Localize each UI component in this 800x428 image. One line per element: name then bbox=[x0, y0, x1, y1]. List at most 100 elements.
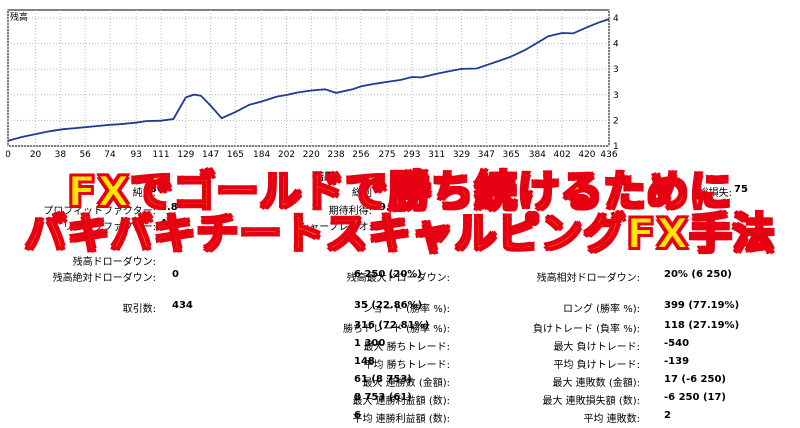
report-value: 8 753 (61) bbox=[354, 392, 412, 403]
report-panel: 純益: 30 総利 総損失: 75 プロフィットファクター: 2.8 期待利得:… bbox=[0, 160, 800, 425]
report-row: 残高絶対ドローダウン: 0 残高最大ドローダウン: 6 250 (20%) 残高相対ドロ… bbox=[0, 269, 800, 287]
report-label: 負けトレード (負率 %): bbox=[532, 324, 640, 335]
banner-line-1: FXでゴールドで勝ち続けるために bbox=[66, 166, 733, 217]
y-tick-label: 49873 bbox=[613, 14, 618, 24]
x-tick-label: 275 bbox=[378, 150, 395, 158]
report-row-pf: プロフィットファクター: 2.8 期待利得: 69.56 bbox=[0, 202, 800, 220]
x-tick-label: 347 bbox=[478, 150, 495, 158]
report-value: 61 (8 753) bbox=[354, 374, 412, 385]
section-result-label: 結果 bbox=[314, 172, 334, 183]
y-tick-label: 31044 bbox=[613, 91, 618, 101]
balance-line bbox=[7, 18, 610, 142]
report-row-recovery: リカバリファクター: 4.8 シャープレシオ: bbox=[0, 218, 800, 236]
x-tick-label: 402 bbox=[554, 150, 571, 158]
report-label: 残高相対ドローダウン: bbox=[536, 273, 640, 284]
y-tick-label: 24767 bbox=[613, 116, 618, 126]
report-row: 平均 勝ちトレード: 148 平均 負けトレード: -139 bbox=[0, 356, 800, 374]
report-value: 17 (-6 250) bbox=[664, 374, 727, 385]
report-row: 最大 連勝利益額 (数): 8 753 (61) 最大 連敗損失額 (数): -6 2… bbox=[0, 392, 800, 410]
y-tick-label: 37320 bbox=[613, 65, 618, 75]
x-tick-label: 165 bbox=[227, 150, 244, 158]
expected-payoff-label: 期待利得: bbox=[328, 206, 372, 217]
x-tick-label: 129 bbox=[177, 150, 194, 158]
x-tick-label: 0 bbox=[6, 150, 11, 158]
net-profit-value: 30 bbox=[150, 184, 164, 195]
x-tick-label: 184 bbox=[253, 150, 270, 158]
x-tick-label: 38 bbox=[55, 150, 67, 158]
report-row: 勝ちトレード (勝率 %): 316 (72.81%) 負けトレード (負率 %):… bbox=[0, 320, 800, 338]
report-label: 平均 負けトレード: bbox=[553, 360, 640, 371]
report-label: ロング (勝率 %): bbox=[562, 304, 640, 315]
report-value: -139 bbox=[664, 356, 690, 367]
x-tick-label: 238 bbox=[327, 150, 344, 158]
balance-chart: 49873 43597 37320 31044 24767 18491 0 20 38 56 74 9… bbox=[6, 8, 618, 158]
report-row: 取引数: 434 ショート (勝率 %): 35 (22.86%) ロング (勝率 %)… bbox=[0, 300, 800, 318]
net-profit-label: 純益: bbox=[132, 188, 156, 199]
report-label: 最大 連勝数 (金額): bbox=[362, 378, 450, 389]
x-tick-label: 93 bbox=[130, 150, 141, 158]
x-tick-label: 147 bbox=[202, 150, 219, 158]
x-tick-label: 20 bbox=[30, 150, 42, 158]
report-value: 1 300 bbox=[354, 338, 386, 349]
x-tick-label: 202 bbox=[278, 150, 295, 158]
report-value: 118 (27.19%) bbox=[664, 320, 740, 331]
report-label: 最大 連敗損失額 (数): bbox=[542, 396, 640, 407]
report-label: 最大 連敗数 (金額): bbox=[552, 378, 640, 389]
report-value: 20% (6 250) bbox=[664, 269, 732, 280]
report-value: 434 bbox=[172, 300, 193, 311]
expected-payoff-value: 69.56 bbox=[372, 202, 404, 213]
report-label: 平均 勝ちトレード: bbox=[363, 360, 450, 371]
report-label: ショート (勝率 %): bbox=[362, 304, 450, 315]
report-row: 最大 勝ちトレード: 1 300 最大 負けトレード: -540 bbox=[0, 338, 800, 356]
profit-factor-value: 2.8 bbox=[160, 202, 178, 213]
report-label: 最大 連勝利益額 (数): bbox=[352, 396, 450, 407]
report-value: 316 (72.81%) bbox=[354, 320, 430, 331]
x-tick-label: 436 bbox=[600, 150, 617, 158]
report-label: 平均 連勝利益額 (数): bbox=[352, 414, 450, 425]
report-value: -540 bbox=[664, 338, 690, 349]
chart-title: 残高 bbox=[10, 13, 29, 23]
gross-loss-label: 総損失: bbox=[698, 188, 732, 199]
report-label: 最大 負けトレード: bbox=[553, 342, 640, 353]
y-tick-label: 18491 bbox=[613, 142, 618, 152]
recovery-factor-value: 4.8 bbox=[160, 218, 178, 229]
report-value: 0 bbox=[172, 269, 179, 280]
x-tick-label: 420 bbox=[578, 150, 595, 158]
report-value: 35 (22.86%) bbox=[354, 300, 423, 311]
report-value: 6 250 (20%) bbox=[354, 269, 422, 280]
balance-chart-svg: 49873 43597 37320 31044 24767 18491 0 20 38 56 74 9… bbox=[6, 9, 618, 158]
x-tick-label: 365 bbox=[503, 150, 520, 158]
y-tick-label: 43597 bbox=[613, 40, 618, 50]
x-tick-label: 56 bbox=[79, 150, 91, 158]
report-row: 平均 連勝利益額 (数): 6 平均 連敗数: 2 bbox=[0, 410, 800, 428]
x-tick-label: 74 bbox=[104, 150, 116, 158]
report-row: 残高ドローダウン: bbox=[0, 253, 800, 271]
report-label: 残高ドローダウン: bbox=[72, 257, 156, 268]
x-tick-label: 384 bbox=[529, 150, 546, 158]
gross-profit-label: 総利 bbox=[352, 188, 372, 199]
recovery-factor-label: リカバリファクター: bbox=[63, 222, 156, 233]
gross-loss-value: 75 bbox=[734, 184, 748, 195]
x-tick-label: 111 bbox=[152, 150, 169, 158]
report-value: 399 (77.19%) bbox=[664, 300, 740, 311]
report-label: 残高絶対ドローダウン: bbox=[52, 273, 156, 284]
report-row: 最大 連勝数 (金額): 61 (8 753) 最大 連敗数 (金額): 17 (-6… bbox=[0, 374, 800, 392]
x-tick-label: 256 bbox=[352, 150, 369, 158]
profit-factor-label: プロフィットファクター: bbox=[43, 206, 156, 217]
report-value: 148 bbox=[354, 356, 375, 367]
plot-frame bbox=[7, 9, 610, 147]
x-tick-label: 220 bbox=[303, 150, 320, 158]
report-label: 最大 勝ちトレード: bbox=[363, 342, 450, 353]
report-label: 残高最大ドローダウン: bbox=[346, 273, 450, 284]
section-result: 結果 bbox=[300, 168, 380, 186]
report-value: -6 250 (17) bbox=[664, 392, 727, 403]
x-tick-label: 329 bbox=[453, 150, 470, 158]
report-label: 取引数: bbox=[122, 304, 156, 315]
banner-line-2: バキバキチートスキャルピングFX手法 bbox=[23, 208, 776, 259]
report-value: 6 bbox=[354, 410, 361, 421]
report-row-net: 純益: 30 総利 総損失: 75 bbox=[0, 184, 800, 202]
report-label: 平均 連敗数: bbox=[583, 414, 640, 425]
x-tick-label: 311 bbox=[428, 150, 445, 158]
sharpe-label: シャープレシオ: bbox=[299, 222, 372, 233]
report-label: 勝ちトレード (勝率 %): bbox=[342, 324, 450, 335]
